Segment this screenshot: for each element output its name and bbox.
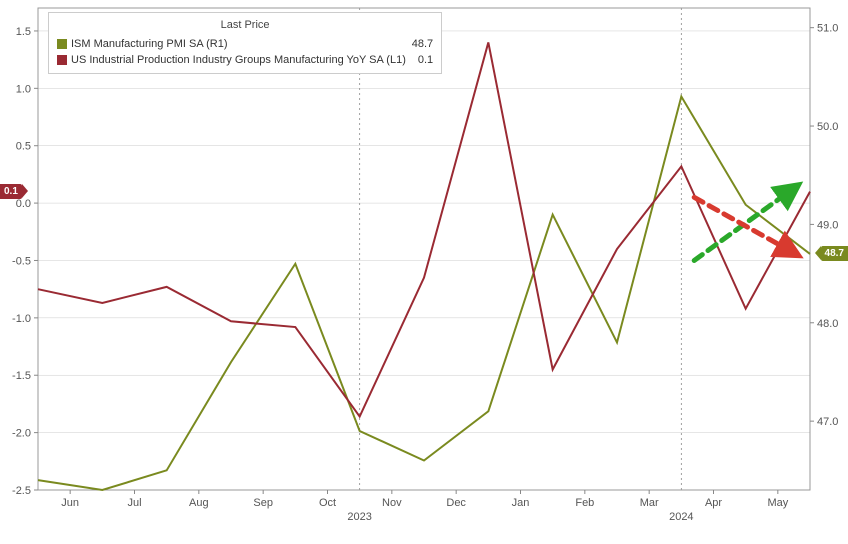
- left-axis-tick-label: 1.5: [16, 26, 31, 38]
- right-axis-tick-label: 51.0: [817, 23, 838, 35]
- x-axis-tick-label: Jun: [61, 497, 79, 509]
- right-axis-tick-label: 49.0: [817, 219, 838, 231]
- left-axis-tick-label: -1.5: [12, 370, 31, 382]
- x-axis-year-label: 2024: [669, 511, 693, 523]
- left-axis-tick-label: -1.0: [12, 313, 31, 325]
- left-axis-value-tag: 0.1: [0, 184, 22, 199]
- x-axis-tick-label: Aug: [189, 497, 209, 509]
- legend-box: Last Price ISM Manufacturing PMI SA (R1)…: [48, 12, 442, 74]
- x-axis-tick-label: Apr: [705, 497, 722, 509]
- right-axis-value-tag: 48.7: [821, 246, 848, 261]
- right-axis-tick-label: 47.0: [817, 416, 838, 428]
- chart-container: -2.5 -2.0 -1.5 -1.0 -0.5 0.0 0.5 1.0 1.5 47.0 48.0…: [0, 0, 848, 539]
- legend-row: US Industrial Production Industry Groups…: [57, 52, 433, 69]
- left-axis-tick-label: 0.0: [16, 198, 31, 210]
- right-axis-tick-label: 50.0: [817, 121, 838, 133]
- legend-label: ISM Manufacturing PMI SA (R1): [71, 36, 228, 53]
- chart-svg: -2.5 -2.0 -1.5 -1.0 -0.5 0.0 0.5 1.0 1.5 47.0 48.0…: [0, 0, 848, 539]
- legend-label: US Industrial Production Industry Groups…: [71, 52, 406, 69]
- left-axis-tick-label: -0.5: [12, 255, 31, 267]
- right-tag-text: 48.7: [825, 248, 844, 259]
- left-tag-text: 0.1: [4, 186, 18, 197]
- x-axis-tick-label: Sep: [253, 497, 273, 509]
- x-axis-tick-label: Dec: [446, 497, 466, 509]
- right-axis-tick-label: 48.0: [817, 318, 838, 330]
- left-axis-tick-label: -2.5: [12, 485, 31, 497]
- x-axis-year-label: 2023: [347, 511, 371, 523]
- legend-title: Last Price: [57, 17, 433, 34]
- left-axis-tick-label: -2.0: [12, 428, 31, 440]
- x-axis-tick-label: May: [767, 497, 788, 509]
- legend-swatch: [57, 55, 67, 65]
- x-axis-tick-label: Jan: [512, 497, 530, 509]
- legend-row: ISM Manufacturing PMI SA (R1) 48.7: [57, 36, 433, 53]
- left-axis-tick-label: 0.5: [16, 141, 31, 153]
- x-axis-tick-label: Nov: [382, 497, 402, 509]
- legend-value: 48.7: [404, 36, 433, 53]
- left-axis-tick-label: 1.0: [16, 83, 31, 95]
- legend-swatch: [57, 39, 67, 49]
- x-axis-tick-label: Oct: [319, 497, 336, 509]
- x-axis-tick-label: Jul: [127, 497, 141, 509]
- legend-value: 0.1: [410, 52, 433, 69]
- x-axis-tick-label: Mar: [640, 497, 659, 509]
- x-axis-tick-label: Feb: [575, 497, 594, 509]
